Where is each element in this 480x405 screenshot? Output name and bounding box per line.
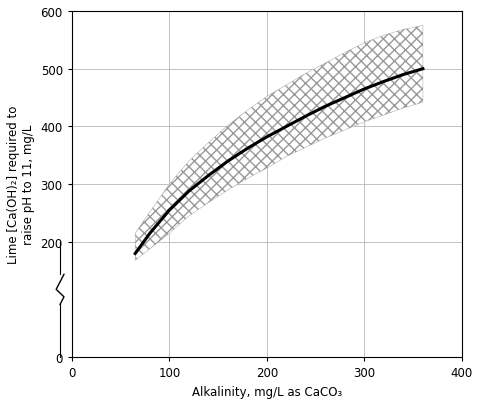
Polygon shape [135, 26, 423, 261]
Y-axis label: Lime [Ca(OH)₂] required to
raise pH to 11, mg/L: Lime [Ca(OH)₂] required to raise pH to 1… [7, 106, 35, 264]
X-axis label: Alkalinity, mg/L as CaCO₃: Alkalinity, mg/L as CaCO₃ [192, 385, 342, 398]
Bar [50, 265, 70, 306]
